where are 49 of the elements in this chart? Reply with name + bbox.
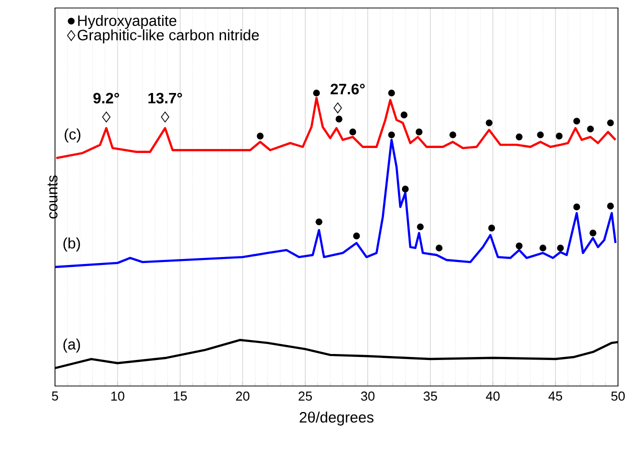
point	[388, 131, 395, 138]
point	[488, 224, 496, 232]
series-label: (c)	[64, 128, 80, 142]
point	[573, 118, 580, 124]
x-tick-label: 50	[611, 392, 625, 401]
point	[416, 223, 424, 230]
point	[590, 230, 596, 236]
legend-label: Graphitic-like carbon nitride	[78, 29, 259, 44]
series-label: (b)	[63, 238, 80, 252]
x-axis-title: 2θ/degrees	[300, 412, 374, 426]
y-axis-title: counts	[48, 175, 58, 218]
point	[353, 232, 360, 240]
point	[516, 242, 523, 250]
annotation: 9.2°	[93, 92, 120, 104]
annotation: 27.6°	[330, 84, 365, 94]
series-label: (a)	[63, 338, 80, 353]
point	[336, 116, 342, 122]
point	[416, 128, 422, 136]
x-tick-label: 45	[548, 392, 562, 401]
point	[556, 132, 563, 140]
x-tick-label: 25	[298, 392, 312, 401]
point	[313, 90, 320, 96]
point	[400, 112, 408, 118]
x-tick-label: 15	[174, 392, 187, 401]
point	[388, 90, 395, 96]
point	[486, 119, 493, 126]
point	[160, 112, 170, 122]
x-tick-label: 30	[361, 392, 374, 401]
x-tick-label: 40	[486, 392, 500, 401]
point	[557, 244, 564, 252]
point	[436, 244, 442, 252]
point	[516, 134, 523, 140]
x-tick-label: 5	[52, 392, 58, 401]
point	[587, 126, 594, 132]
x-tick-label: 20	[236, 392, 250, 401]
point	[540, 244, 546, 252]
point	[449, 131, 456, 138]
x-tick-label: 35	[424, 392, 438, 401]
point	[102, 112, 110, 122]
point	[316, 218, 322, 226]
point	[573, 204, 580, 210]
point	[537, 131, 544, 138]
annotation: 13.7°	[148, 92, 182, 104]
point	[334, 102, 342, 114]
legend-label: Hydroxyapatite	[78, 14, 176, 29]
x-tick-label: 10	[111, 392, 124, 401]
point	[349, 128, 356, 136]
point	[402, 186, 409, 192]
point	[256, 132, 264, 140]
